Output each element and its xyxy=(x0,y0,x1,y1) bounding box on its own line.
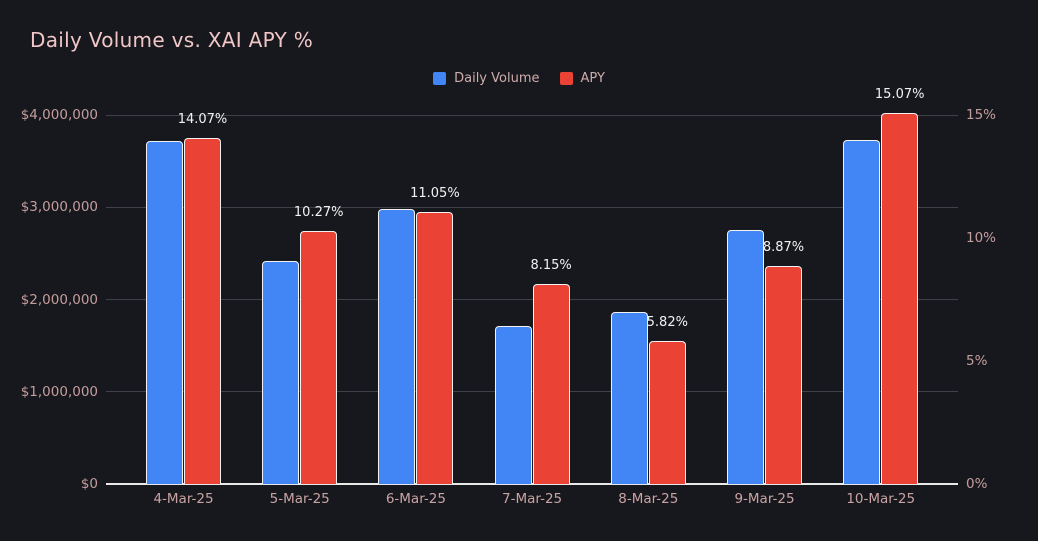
bar-apy-7-Mar-25 xyxy=(532,283,570,484)
x-axis-tick-label: 6-Mar-25 xyxy=(385,491,446,507)
apy-data-label: 15.07% xyxy=(874,87,925,103)
bar-apy-8-Mar-25 xyxy=(648,340,686,484)
apy-data-label: 10.27% xyxy=(293,205,344,221)
gridline xyxy=(106,391,958,393)
bar-daily-volume-6-Mar-25 xyxy=(378,209,416,484)
bar-apy-4-Mar-25 xyxy=(184,137,221,484)
x-axis-tick-label: 5-Mar-25 xyxy=(269,491,330,507)
legend: Daily Volume APY xyxy=(0,71,1038,86)
x-axis-tick-label: 8-Mar-25 xyxy=(618,491,679,507)
bar-apy-10-Mar-25 xyxy=(881,113,919,484)
bar-daily-volume-4-Mar-25 xyxy=(146,140,183,484)
x-axis-tick-label: 9-Mar-25 xyxy=(734,491,795,507)
bar-daily-volume-5-Mar-25 xyxy=(262,260,300,484)
x-axis-tick-label: 4-Mar-25 xyxy=(153,491,214,507)
left-axis-tick-label: $2,000,000 xyxy=(20,291,98,308)
x-axis-tick-label: 7-Mar-25 xyxy=(502,491,563,507)
legend-item-apy: APY xyxy=(559,71,605,86)
apy-data-label: 8.15% xyxy=(530,257,572,273)
left-axis-tick-label: $4,000,000 xyxy=(20,107,98,123)
gridline xyxy=(106,206,958,208)
bar-apy-5-Mar-25 xyxy=(300,231,338,484)
right-axis-tick-label: 0% xyxy=(966,476,988,492)
right-axis-tick-label: 15% xyxy=(966,107,997,123)
legend-label-daily-volume: Daily Volume xyxy=(454,71,540,86)
x-axis-tick-label: 10-Mar-25 xyxy=(846,491,916,507)
legend-swatch-daily-volume-icon xyxy=(433,72,447,85)
apy-data-label: 5.82% xyxy=(646,314,688,330)
right-axis-tick-label: 5% xyxy=(966,353,988,369)
bar-apy-9-Mar-25 xyxy=(765,265,802,484)
left-axis-tick-label: $3,000,000 xyxy=(20,199,98,216)
apy-data-label: 14.07% xyxy=(177,111,228,127)
legend-item-daily-volume: Daily Volume xyxy=(433,71,540,86)
x-axis-line xyxy=(106,483,958,485)
gridline xyxy=(106,299,958,300)
legend-label-apy: APY xyxy=(580,71,605,86)
gridline xyxy=(106,114,958,116)
apy-data-label: 8.87% xyxy=(762,239,805,255)
apy-data-label: 11.05% xyxy=(410,186,460,202)
chart-title: Daily Volume vs. XAI APY % xyxy=(30,28,313,52)
left-axis-tick-label: $0 xyxy=(80,476,98,492)
bar-daily-volume-9-Mar-25 xyxy=(727,230,764,484)
bar-apy-6-Mar-25 xyxy=(416,212,454,484)
right-axis-tick-label: 10% xyxy=(966,230,997,246)
bar-daily-volume-8-Mar-25 xyxy=(610,312,648,484)
legend-swatch-apy-icon xyxy=(559,72,573,85)
bar-daily-volume-7-Mar-25 xyxy=(494,326,532,484)
bar-daily-volume-10-Mar-25 xyxy=(843,139,881,484)
left-axis-tick-label: $1,000,000 xyxy=(20,383,98,400)
